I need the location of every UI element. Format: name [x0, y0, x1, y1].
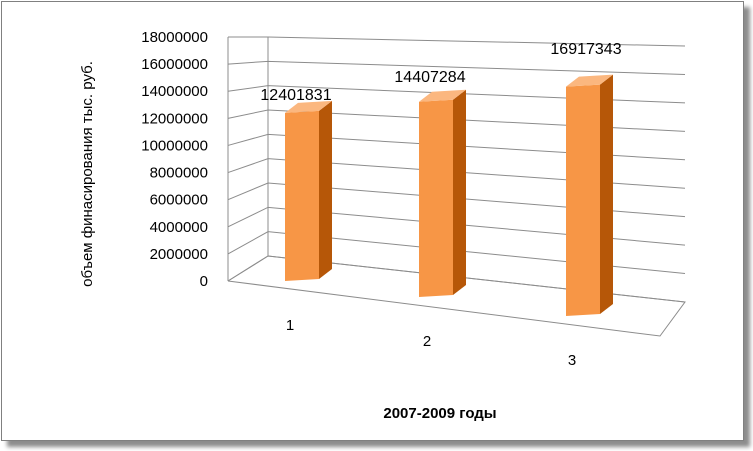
y-tick-label: 4000000	[150, 219, 208, 236]
data-label: 14407284	[394, 69, 465, 86]
bars	[285, 74, 613, 316]
x-tick-label: 2	[423, 333, 431, 350]
y-tick-label: 12000000	[141, 110, 208, 127]
bar-front	[419, 99, 453, 297]
x-tick-label: 1	[286, 317, 294, 334]
bar-top	[419, 89, 466, 102]
floor-outline	[227, 255, 686, 337]
y-axis-ticks: 0 2000000 4000000 6000000 8000000 10000000 120…	[141, 29, 208, 290]
x-axis-title: 2007-2009 годы	[383, 405, 496, 422]
y-tick-label: 8000000	[150, 165, 208, 182]
data-label: 12401831	[260, 87, 331, 104]
data-labels: 12401831 14407284 16917343	[260, 41, 621, 104]
bar-side	[319, 100, 332, 279]
y-axis-title: объем финасирования тыс. руб.	[79, 61, 96, 287]
x-tick-label: 3	[568, 352, 576, 369]
bar-side	[453, 89, 466, 295]
bar-top	[566, 74, 613, 87]
x-axis-ticks: 1 2 3	[286, 317, 576, 369]
bar-side	[600, 74, 613, 314]
y-tick-label: 2000000	[150, 246, 208, 263]
y-tick-label: 16000000	[141, 56, 208, 73]
y-tick-label: 18000000	[141, 29, 208, 46]
bar-top	[285, 100, 332, 113]
y-tick-label: 14000000	[141, 83, 208, 100]
y-tick-label: 0	[200, 273, 208, 290]
bar-front	[285, 110, 319, 281]
bar-front	[566, 84, 600, 316]
data-label: 16917343	[550, 41, 621, 58]
grid-lines	[227, 36, 686, 337]
chart-area	[1, 1, 744, 441]
y-tick-label: 6000000	[150, 192, 208, 209]
y-tick-label: 10000000	[141, 137, 208, 154]
